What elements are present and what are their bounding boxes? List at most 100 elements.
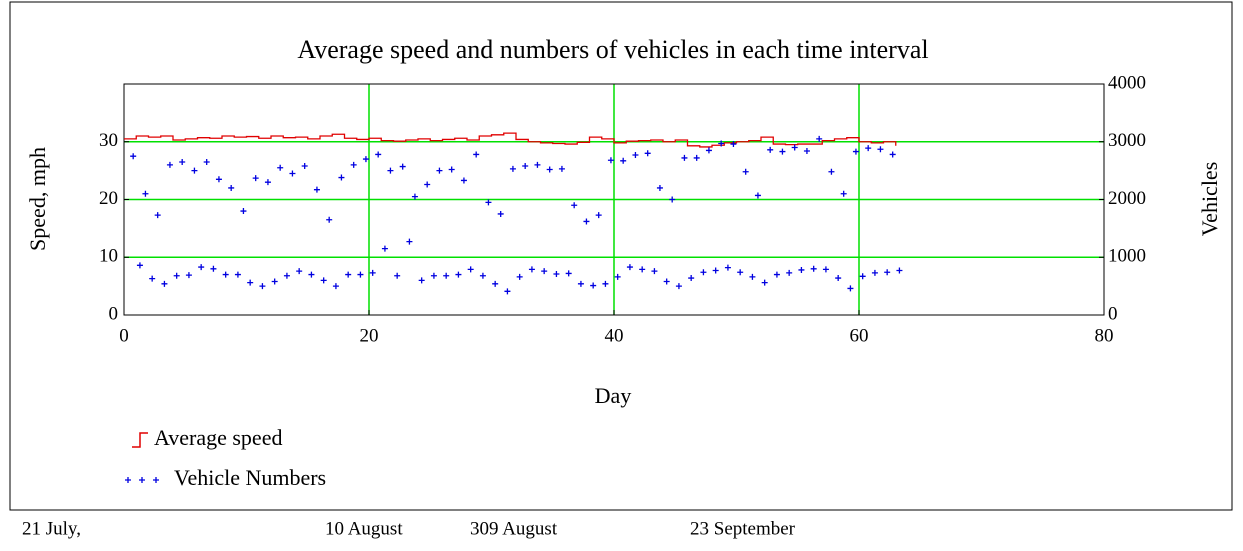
vehicle-point (448, 166, 455, 173)
vehicle-point (424, 181, 431, 188)
vehicle-point (406, 238, 413, 245)
vehicle-point (835, 275, 842, 282)
vehicle-point (467, 266, 474, 273)
vehicle-point (688, 275, 695, 282)
annotation: 10 August (325, 518, 403, 539)
vehicle-point (430, 272, 437, 279)
vehicle-point (326, 216, 333, 223)
plot-frame (123, 83, 1105, 316)
legend-swatch (139, 477, 145, 483)
outer-frame (9, 1, 1233, 511)
vehicle-point (761, 279, 768, 286)
vehicle-point (460, 177, 467, 184)
x-tick-label: 20 (360, 325, 379, 346)
legend-label: Average speed (154, 425, 282, 450)
vehicle-point (411, 193, 418, 200)
y2-axis-label: Vehicles (1197, 162, 1222, 237)
vehicle-point (651, 268, 658, 275)
vehicle-point (590, 282, 597, 289)
vehicle-point (681, 154, 688, 161)
vehicle-point (791, 144, 798, 151)
vehicle-point (166, 161, 173, 168)
vehicle-point (234, 271, 241, 278)
vehicle-point (852, 148, 859, 155)
vehicle-point (700, 269, 707, 276)
y-tick-label: 30 (99, 130, 118, 151)
vehicle-point (142, 190, 149, 197)
vehicle-point (553, 270, 560, 277)
y2-tick-label: 2000 (1108, 188, 1146, 209)
vehicle-point (749, 273, 756, 280)
vehicle-point (644, 150, 651, 157)
vehicle-point (595, 212, 602, 219)
vehicle-point (136, 262, 143, 269)
vehicle-point (607, 157, 614, 164)
y2-tick-label: 3000 (1108, 130, 1146, 151)
vehicle-point (185, 272, 192, 279)
vehicle-point (271, 278, 278, 285)
vehicle-point (362, 156, 369, 163)
vehicle-point (840, 190, 847, 197)
vehicle-point (210, 265, 217, 272)
vehicle-point (528, 266, 535, 273)
vehicle-point (198, 264, 205, 271)
x-tick-label: 0 (119, 325, 129, 346)
vehicle-point (308, 271, 315, 278)
vehicle-point (786, 269, 793, 276)
vehicle-point (822, 266, 829, 273)
vehicle-point (504, 288, 511, 295)
vehicle-point (828, 168, 835, 175)
vehicle-point (663, 278, 670, 285)
vehicle-point (313, 186, 320, 193)
vehicle-point (215, 176, 222, 183)
y2-tick-label: 4000 (1108, 72, 1146, 93)
vehicle-point (277, 164, 284, 171)
vehicle-point (620, 157, 627, 164)
vehicle-point (724, 264, 731, 271)
vehicle-point (656, 184, 663, 191)
vehicle-point (240, 208, 247, 215)
vehicle-point (859, 273, 866, 280)
vehicle-point (247, 279, 254, 286)
vehicle-point (614, 273, 621, 280)
vehicle-point (222, 271, 229, 278)
vehicle-point (264, 179, 271, 186)
vehicle-point (534, 161, 541, 168)
vehicle-point (394, 272, 401, 279)
vehicle-point (602, 280, 609, 287)
vehicle-point (754, 192, 761, 199)
vehicle-point (387, 167, 394, 174)
vehicle-point (338, 174, 345, 181)
vehicle-point (712, 267, 719, 274)
vehicle-point (565, 270, 572, 277)
vehicle-point (418, 277, 425, 284)
legend-swatch (153, 477, 159, 483)
vehicle-point (154, 212, 161, 219)
vehicle-point (626, 264, 633, 271)
vehicle-point (252, 175, 259, 182)
vehicle-point (509, 165, 516, 172)
vehicle-point (332, 283, 339, 290)
vehicle-point (889, 151, 896, 158)
x-tick-label: 80 (1095, 325, 1114, 346)
vehicle-point (639, 266, 646, 273)
vehicle-point (730, 141, 737, 148)
vehicle-point (767, 146, 774, 153)
chart-title: Average speed and numbers of vehicles in… (297, 35, 928, 64)
vehicle-point (320, 277, 327, 284)
vehicle-point (296, 268, 303, 275)
vehicle-point (161, 280, 168, 287)
vehicle-point (871, 269, 878, 276)
vehicle-point (228, 184, 235, 191)
vehicle-point (558, 165, 565, 172)
vehicle-point (541, 268, 548, 275)
y-tick-label: 20 (99, 188, 118, 209)
vehicle-point (522, 163, 529, 170)
y2-tick-label: 1000 (1108, 246, 1146, 267)
legend-swatch (132, 432, 148, 448)
vehicle-point (399, 163, 406, 170)
vehicle-point (173, 272, 180, 279)
vehicle-point (583, 218, 590, 225)
vehicle-point (497, 210, 504, 217)
